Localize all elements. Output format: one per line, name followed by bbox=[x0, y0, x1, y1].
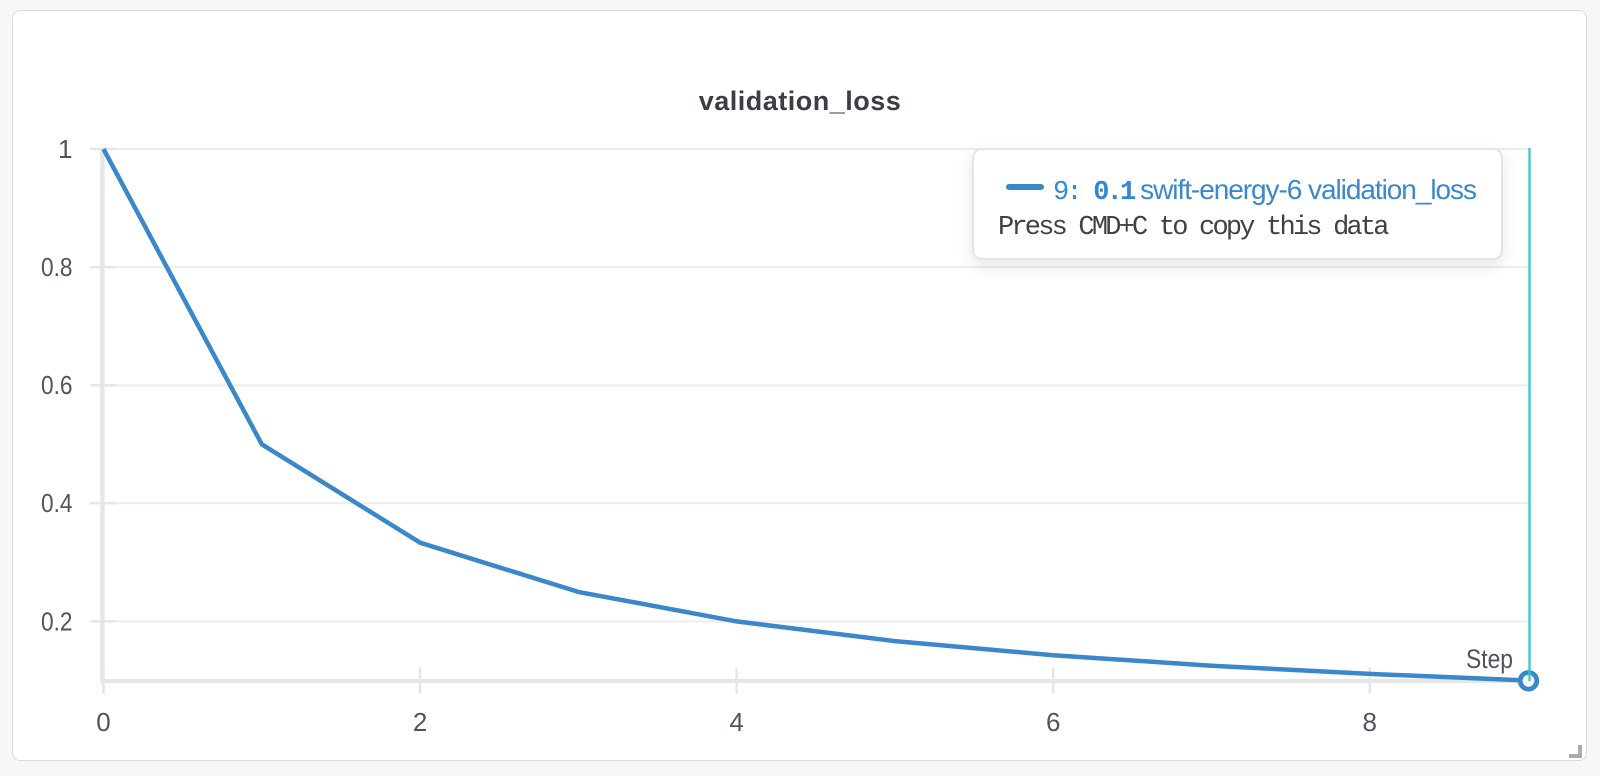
svg-text:0: 0 bbox=[96, 707, 110, 737]
svg-text:Step: Step bbox=[1466, 644, 1513, 674]
svg-text:6: 6 bbox=[1046, 707, 1060, 737]
svg-text:0.4: 0.4 bbox=[41, 488, 73, 518]
svg-text:4: 4 bbox=[729, 707, 743, 737]
svg-text:1: 1 bbox=[58, 134, 72, 164]
svg-text:0.2: 0.2 bbox=[41, 606, 73, 636]
svg-text:0.8: 0.8 bbox=[41, 252, 73, 282]
svg-text:2: 2 bbox=[413, 707, 427, 737]
svg-text:8: 8 bbox=[1362, 707, 1376, 737]
svg-text:0.6: 0.6 bbox=[41, 370, 73, 400]
